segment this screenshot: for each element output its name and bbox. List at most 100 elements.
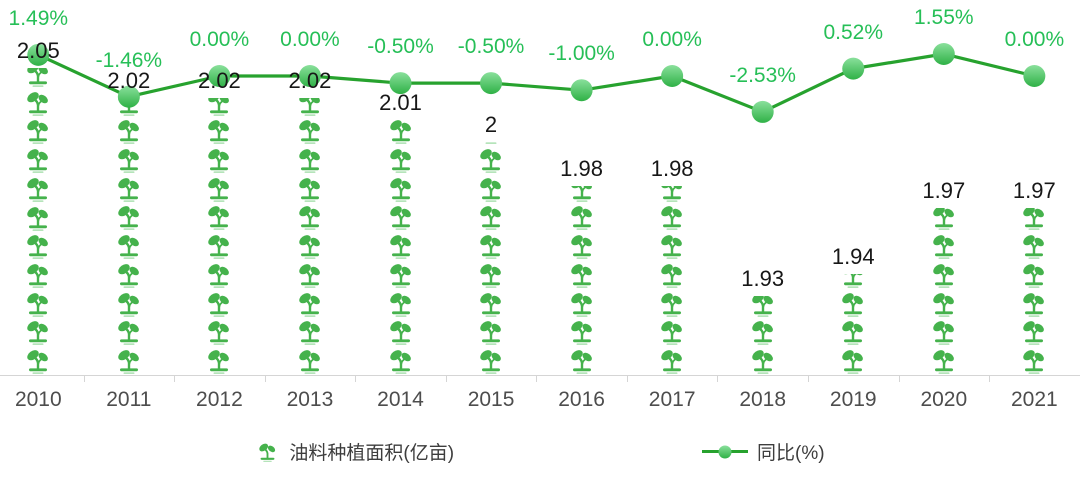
sprout-icon: [1023, 235, 1045, 260]
pictorial-bar-2015[interactable]: [474, 142, 508, 375]
legend-item-area[interactable]: 油料种植面积(亿亩): [255, 438, 454, 465]
sprout-icon: [118, 235, 139, 260]
line-marker-2019[interactable]: [842, 57, 865, 80]
legend-item-yoy[interactable]: 同比(%): [702, 438, 825, 465]
sprout-icon: [1023, 321, 1045, 346]
sprout-icon: [480, 292, 501, 317]
sprout-icon: [259, 443, 276, 462]
pictorial-bar-2020[interactable]: [927, 207, 961, 375]
sprout-icon: [299, 120, 320, 145]
line-marker-2010[interactable]: [27, 43, 50, 66]
sprout-icon: [118, 350, 139, 374]
sprout-icon: [570, 350, 592, 374]
line-marker-2016[interactable]: [570, 79, 593, 102]
sprout-icon: [389, 264, 411, 288]
sprout-icon: [27, 321, 49, 346]
legend-yoy-label: 同比(%): [757, 443, 825, 464]
sprout-icon: [751, 295, 773, 317]
pictorial-bar-2014[interactable]: [384, 120, 418, 375]
sprout-icon: [480, 206, 501, 231]
sprout-icon: [118, 120, 139, 145]
pictorial-bar-2018[interactable]: [746, 295, 780, 375]
pictorial-bar-2017[interactable]: [655, 185, 689, 375]
sprout-icon: [661, 235, 683, 260]
x-axis-label-2019: 2019: [829, 388, 877, 411]
pictorial-bar-2013[interactable]: [293, 97, 327, 375]
line-marker-2011[interactable]: [117, 85, 140, 108]
x-axis-label-2018: 2018: [739, 388, 787, 411]
pictorial-bar-2016[interactable]: [565, 185, 599, 375]
sprout-icon: [570, 321, 592, 346]
x-axis-label-2013: 2013: [286, 388, 334, 411]
sprout-icon: [842, 292, 864, 317]
line-marker-2021[interactable]: [1023, 65, 1046, 87]
sprout-icon: [661, 292, 683, 317]
pictorial-bar-2011[interactable]: [112, 97, 146, 375]
sprout-icon: [1023, 292, 1045, 317]
sprout-icon: [27, 91, 49, 116]
sprout-icon: [661, 350, 683, 374]
sprout-icon: [480, 350, 501, 374]
sprout-icon: [118, 149, 139, 173]
sprout-icon: [842, 350, 864, 374]
x-axis-tick: [898, 375, 900, 382]
sprout-icon: [299, 264, 320, 288]
legend: 油料种植面积(亿亩) 同比(%): [0, 438, 1080, 465]
sprout-icon: [299, 292, 320, 317]
sprout-icon: [389, 177, 411, 202]
sprout-icon: [661, 321, 683, 346]
sprout-icon: [118, 321, 139, 346]
line-marker-icon: [702, 445, 749, 459]
sprout-icon: [480, 177, 501, 202]
sprout-icon: [208, 97, 230, 116]
sprout-icon: [27, 292, 49, 317]
line-marker-2020[interactable]: [932, 42, 955, 65]
sprout-icon: [208, 321, 230, 346]
sprout-icon: [933, 235, 954, 260]
sprout-icon: [933, 264, 954, 288]
x-axis-tick: [355, 375, 357, 382]
sprout-icon: [27, 149, 49, 174]
line-marker-2018[interactable]: [751, 100, 774, 123]
sprout-icon: [299, 350, 320, 374]
x-axis-label-2021: 2021: [1010, 388, 1058, 411]
sprout-icon: [208, 292, 230, 317]
sprout-icon: [208, 235, 230, 260]
sprout-icon: [933, 207, 954, 231]
sprout-icon: [1023, 264, 1045, 288]
x-axis-label-2011: 2011: [106, 388, 152, 411]
sprout-icon: [118, 264, 139, 288]
sprout-icon: [751, 350, 773, 374]
sprout-icon: [27, 68, 49, 87]
sprout-icon: [118, 177, 139, 202]
sprout-icon: [389, 321, 411, 346]
sprout-icon: [933, 292, 954, 317]
sprout-icon: [27, 235, 49, 260]
pictorial-bar-2019[interactable]: [836, 273, 870, 375]
line-marker-2013[interactable]: [298, 65, 321, 87]
sprout-icon: [299, 177, 320, 202]
line-marker-2014[interactable]: [389, 72, 412, 95]
x-axis-label-2010: 2010: [14, 388, 62, 411]
sprout-icon: [842, 273, 864, 288]
sprout-icon: [299, 321, 320, 346]
sprout-icon: [480, 235, 501, 260]
line-marker-2012[interactable]: [208, 65, 231, 87]
line-marker-2017[interactable]: [661, 65, 684, 87]
sprout-icon: [480, 321, 501, 346]
sprout-icon: [1023, 207, 1045, 231]
x-axis-line: [0, 375, 1080, 376]
legend-area-label: 油料种植面积(亿亩): [289, 443, 455, 464]
x-axis-tick: [536, 375, 538, 382]
pictorial-bar-2010[interactable]: [21, 68, 55, 375]
pictorial-bar-2021[interactable]: [1017, 207, 1051, 375]
pictorial-bar-2012[interactable]: [202, 97, 236, 375]
sprout-icon: [27, 206, 49, 231]
x-axis-tick: [626, 375, 628, 382]
line-marker-2015[interactable]: [480, 72, 503, 95]
sprout-icon: [389, 235, 411, 260]
x-axis-tick: [174, 375, 176, 382]
sprout-icon: [661, 185, 683, 202]
